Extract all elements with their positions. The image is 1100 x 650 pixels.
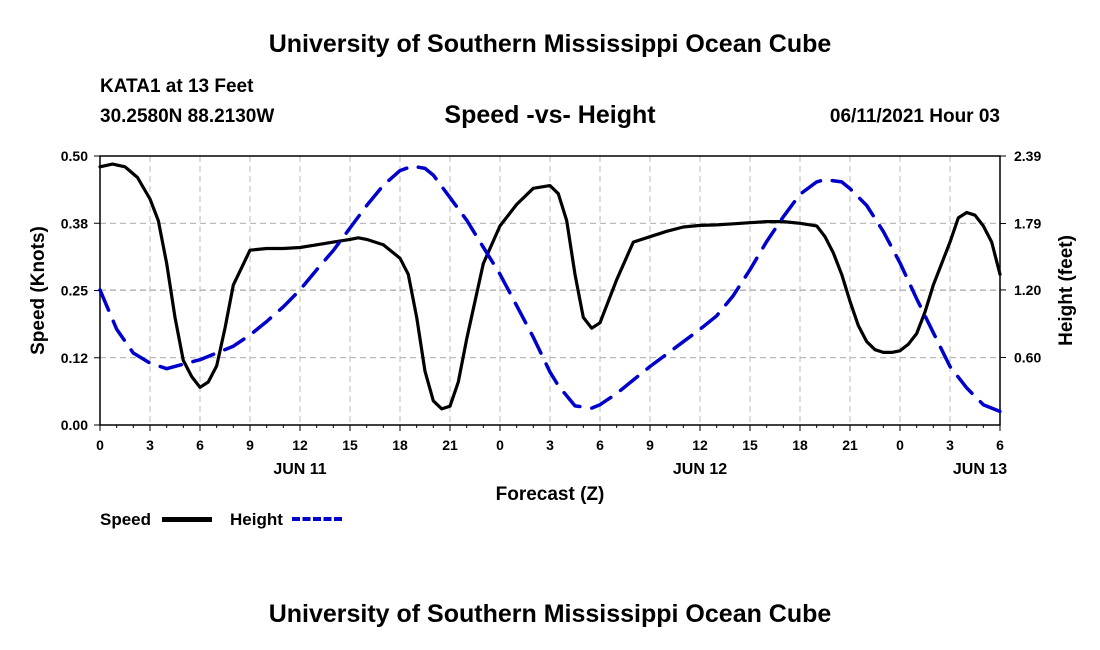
height-series-line bbox=[98, 164, 1002, 414]
y2-tick-label: 2.39 bbox=[1014, 148, 1041, 164]
station-name: KATA1 at 13 Feet bbox=[100, 76, 254, 97]
x-tick-label: 15 bbox=[342, 437, 358, 453]
forecast-datetime: 06/11/2021 Hour 03 bbox=[829, 106, 1000, 127]
y-tick-label: 0.12 bbox=[61, 350, 88, 366]
y-tick-label: 0.25 bbox=[61, 283, 88, 299]
y-tick-label: 0.50 bbox=[61, 148, 88, 164]
day-label: JUN 13 bbox=[953, 461, 1007, 478]
x-tick-label: 12 bbox=[692, 437, 708, 453]
legend-speed-label: Speed bbox=[100, 510, 152, 529]
header-title: University of Southern Mississippi Ocean… bbox=[268, 30, 832, 58]
x-tick-label: 3 bbox=[146, 437, 154, 453]
legend-height-swatch bbox=[292, 517, 342, 521]
y2-axis-title: Height (feet) bbox=[1056, 235, 1077, 346]
legend-height-label: Height bbox=[230, 510, 283, 529]
x-tick-label: 9 bbox=[246, 437, 254, 453]
y2-tick-label: 1.79 bbox=[1014, 216, 1041, 232]
day-label: JUN 12 bbox=[673, 461, 727, 478]
x-tick-label: 6 bbox=[996, 437, 1004, 453]
x-tick-label: 3 bbox=[546, 437, 554, 453]
x-tick-label: 12 bbox=[292, 437, 308, 453]
y-axis-title: Speed (Knots) bbox=[28, 226, 49, 355]
x-tick-label: 3 bbox=[946, 437, 954, 453]
x-tick-label: 0 bbox=[896, 437, 904, 453]
x-tick-label: 0 bbox=[496, 437, 504, 453]
footer-title: University of Southern Mississippi Ocean… bbox=[268, 600, 832, 628]
speed-series-line bbox=[98, 162, 1002, 411]
x-axis-title: Forecast (Z) bbox=[496, 484, 605, 505]
y2-tick-label: 0.60 bbox=[1014, 349, 1041, 365]
x-tick-label: 21 bbox=[442, 437, 458, 453]
x-tick-label: 0 bbox=[96, 437, 104, 453]
chart-subtitle: Speed -vs- Height bbox=[444, 101, 656, 129]
legend-speed-swatch bbox=[162, 517, 212, 522]
x-tick-label: 21 bbox=[842, 437, 858, 453]
x-tick-label: 6 bbox=[196, 437, 204, 453]
x-tick-label: 9 bbox=[646, 437, 654, 453]
y-tick-label: 0.00 bbox=[61, 417, 88, 433]
x-tick-label: 18 bbox=[792, 437, 808, 453]
day-label: JUN 11 bbox=[273, 461, 326, 478]
x-tick-label: 18 bbox=[392, 437, 408, 453]
y-tick-label: 0.38 bbox=[61, 215, 88, 231]
y2-tick-label: 1.20 bbox=[1014, 282, 1041, 298]
x-tick-label: 6 bbox=[596, 437, 604, 453]
x-tick-label: 15 bbox=[742, 437, 758, 453]
station-coordinates: 30.2580N 88.2130W bbox=[100, 106, 275, 127]
